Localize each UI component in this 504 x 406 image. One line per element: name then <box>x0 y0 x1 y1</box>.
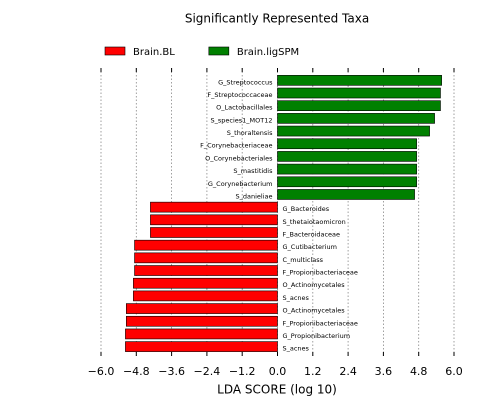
bar <box>277 189 415 200</box>
x-tick-label: 6.0 <box>445 365 463 378</box>
category-label: G_Streptococcus <box>218 78 273 86</box>
category-label: F_Streptococcaceae <box>207 91 272 99</box>
x-tick-label: 1.2 <box>304 365 322 378</box>
bar <box>133 277 278 289</box>
bar <box>125 315 278 327</box>
bar <box>277 87 441 99</box>
legend-label: Brain.BL <box>133 47 175 58</box>
bar <box>125 341 278 352</box>
legend-swatch <box>104 46 126 56</box>
x-tick-label: 4.8 <box>410 365 428 378</box>
x-axis-label: LDA SCORE (log 10) <box>217 383 337 397</box>
bar <box>150 227 278 238</box>
bar <box>277 125 430 137</box>
x-tick-label: 2.4 <box>339 365 357 378</box>
legend-swatch <box>208 46 230 56</box>
bar <box>125 328 278 340</box>
category-label: S_acnes <box>283 345 310 353</box>
category-label: S_danieliae <box>235 192 272 200</box>
bar <box>277 151 417 162</box>
bar <box>150 201 278 213</box>
category-label: F_Propionibacteriaceae <box>283 319 358 327</box>
category-label: G_Propionibacterium <box>283 332 351 340</box>
x-tick-label: −1.2 <box>229 365 256 378</box>
category-label: F_Corynebacteriaceae <box>200 142 272 150</box>
category-label: O_Corynebacteriales <box>205 154 273 162</box>
x-tick-label: −3.6 <box>158 365 185 378</box>
x-tick-label: 0.0 <box>269 365 287 378</box>
bar <box>134 265 278 276</box>
category-label: O_Actinomycetales <box>283 307 346 315</box>
category-label: S_mastitidis <box>233 167 273 175</box>
bar <box>134 239 278 251</box>
category-label: S_thoraltensis <box>227 129 273 137</box>
category-label: S_acnes <box>283 294 310 302</box>
bar <box>277 113 435 124</box>
bar <box>277 176 417 188</box>
category-label: F_Propionibacteriaceae <box>283 269 358 277</box>
x-tick-label: 3.6 <box>375 365 393 378</box>
bar <box>133 290 278 302</box>
category-label: S_species1_MOT12 <box>210 116 272 124</box>
bar <box>277 138 417 150</box>
bar <box>277 100 441 111</box>
bar <box>277 163 417 175</box>
bar <box>277 75 442 86</box>
x-tick-label: −4.8 <box>123 365 150 378</box>
category-label: F_Bacteroidaceae <box>283 231 341 239</box>
category-label: G_Cutibacterium <box>283 243 337 251</box>
legend-label: Brain.ligSPM <box>237 47 299 58</box>
chart-title: Significantly Represented Taxa <box>185 12 369 26</box>
category-label: G_Corynebacterium <box>208 180 273 188</box>
x-tick-label: −2.4 <box>194 365 221 378</box>
category-label: C_multiclass <box>283 256 324 264</box>
category-label: G_Bacteroides <box>283 205 330 213</box>
x-tick-label: −6.0 <box>88 365 115 378</box>
category-label: O_Actinomycetales <box>283 281 346 289</box>
bar <box>125 303 278 314</box>
bar <box>134 252 278 264</box>
bar <box>150 214 278 226</box>
category-label: O_Lactobacillales <box>216 104 273 112</box>
category-label: S_thetaiotaomicron <box>283 218 346 226</box>
